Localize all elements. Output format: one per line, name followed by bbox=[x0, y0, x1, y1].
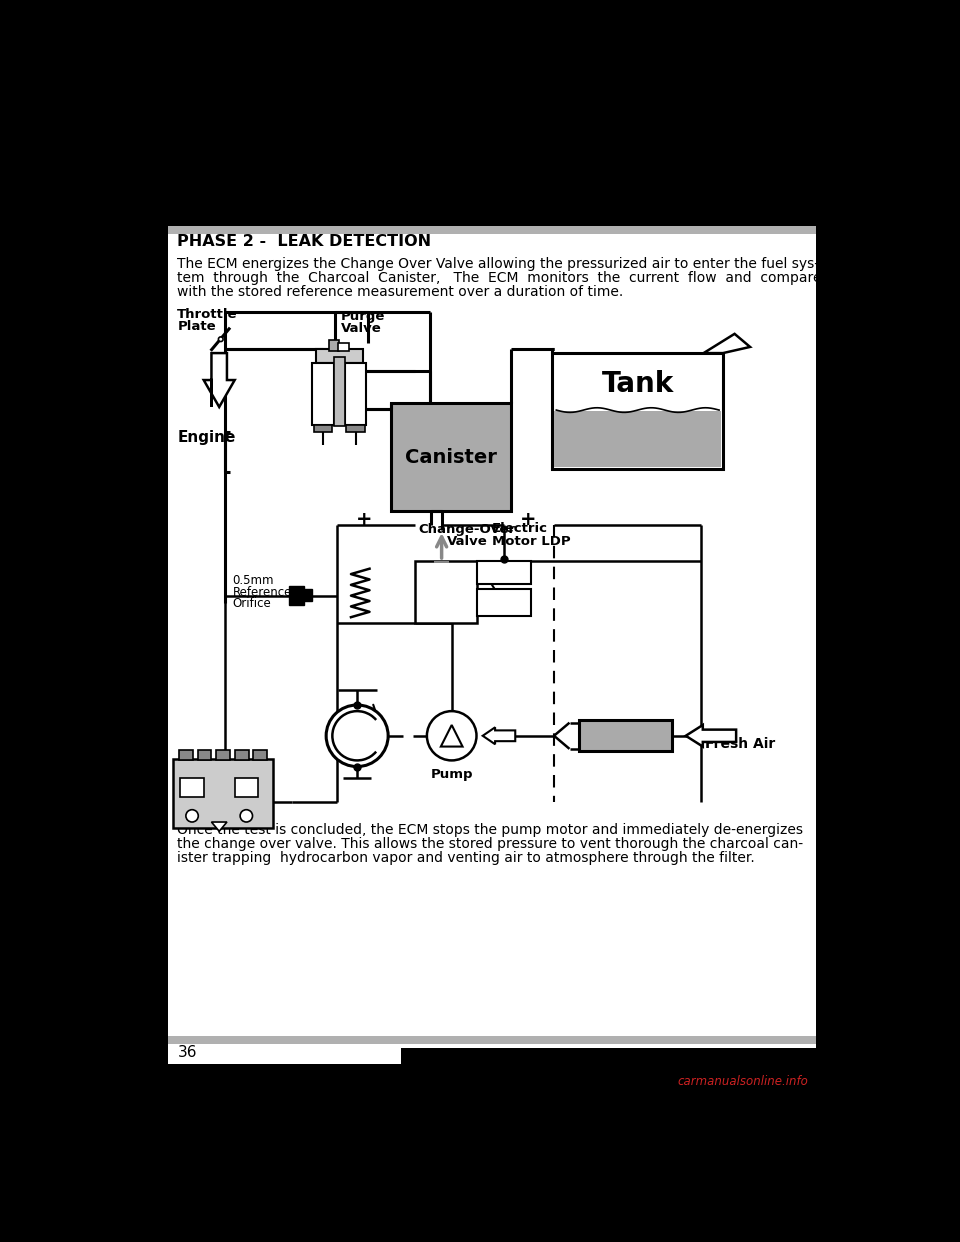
Bar bbox=[304, 589, 312, 601]
Text: the change over valve. This allows the stored pressure to vent thorough the char: the change over valve. This allows the s… bbox=[178, 837, 804, 851]
Text: with the stored reference measurement over a duration of time.: with the stored reference measurement ov… bbox=[178, 286, 624, 299]
Text: carmanualsonline.info: carmanualsonline.info bbox=[678, 1074, 808, 1088]
Bar bbox=[234, 779, 258, 797]
Text: 2: 2 bbox=[239, 750, 244, 760]
Bar bbox=[476, 561, 531, 584]
Text: Tank: Tank bbox=[602, 370, 674, 397]
Text: 4: 4 bbox=[202, 750, 207, 760]
Circle shape bbox=[186, 810, 199, 822]
Bar bbox=[345, 363, 367, 425]
Bar bbox=[415, 561, 476, 622]
Bar bbox=[180, 779, 204, 797]
Bar bbox=[312, 363, 334, 425]
Text: Canister: Canister bbox=[405, 448, 497, 467]
Bar bbox=[392, 404, 512, 510]
Text: PHASE 2 -  LEAK DETECTION: PHASE 2 - LEAK DETECTION bbox=[178, 233, 431, 250]
Bar bbox=[338, 343, 348, 350]
Text: 5: 5 bbox=[183, 750, 188, 760]
Text: 1: 1 bbox=[257, 750, 263, 760]
Circle shape bbox=[427, 712, 476, 760]
Bar bbox=[234, 750, 249, 760]
Text: Once the test is concluded, the ECM stops the pump motor and immediately de-ener: Once the test is concluded, the ECM stop… bbox=[178, 823, 804, 837]
Circle shape bbox=[326, 705, 388, 766]
Text: Motor LDP: Motor LDP bbox=[492, 535, 570, 548]
Text: Pump: Pump bbox=[430, 768, 473, 781]
Circle shape bbox=[219, 337, 223, 342]
Bar bbox=[198, 750, 211, 760]
Bar bbox=[168, 1043, 400, 1064]
Text: Orifice: Orifice bbox=[232, 597, 271, 610]
Bar bbox=[579, 720, 672, 751]
Text: 36: 36 bbox=[178, 1045, 197, 1059]
Bar bbox=[168, 226, 816, 233]
Text: The ECM energizes the Change Over Valve allowing the pressurized air to enter th: The ECM energizes the Change Over Valve … bbox=[178, 257, 820, 272]
Text: 3: 3 bbox=[221, 750, 226, 760]
Text: Purge: Purge bbox=[341, 310, 385, 323]
Polygon shape bbox=[211, 822, 227, 831]
Polygon shape bbox=[704, 334, 750, 353]
Bar bbox=[476, 590, 531, 616]
FancyArrow shape bbox=[685, 725, 736, 746]
FancyArrow shape bbox=[483, 728, 516, 744]
Text: Valve: Valve bbox=[341, 322, 382, 334]
Text: Filter: Filter bbox=[602, 728, 648, 743]
Text: CURRENT
MONITOR: CURRENT MONITOR bbox=[204, 779, 241, 797]
Bar bbox=[168, 226, 816, 1048]
Bar bbox=[347, 425, 365, 432]
Polygon shape bbox=[204, 353, 234, 407]
Text: Throttle: Throttle bbox=[178, 308, 238, 322]
Bar bbox=[289, 586, 304, 605]
Text: Engine: Engine bbox=[178, 430, 236, 445]
Text: tem  through  the  Charcoal  Canister,   The  ECM  monitors  the  current  flow : tem through the Charcoal Canister, The E… bbox=[178, 271, 847, 286]
Circle shape bbox=[240, 810, 252, 822]
Text: 0.5mm: 0.5mm bbox=[232, 574, 274, 587]
Text: Reference: Reference bbox=[232, 586, 292, 599]
Bar bbox=[292, 525, 701, 802]
Bar bbox=[168, 1036, 816, 1043]
Text: +: + bbox=[520, 509, 537, 529]
Bar bbox=[552, 353, 723, 468]
Text: +: + bbox=[356, 509, 372, 529]
Bar bbox=[173, 759, 274, 828]
Text: Electric: Electric bbox=[492, 523, 548, 535]
Bar bbox=[316, 349, 363, 363]
Text: Fresh Air: Fresh Air bbox=[705, 737, 775, 751]
Bar bbox=[314, 425, 332, 432]
Bar bbox=[329, 340, 339, 350]
Text: Plate: Plate bbox=[178, 320, 216, 333]
Bar bbox=[179, 750, 193, 760]
Text: Change-Over: Change-Over bbox=[419, 523, 516, 535]
Bar bbox=[253, 750, 267, 760]
Bar bbox=[554, 411, 721, 467]
Bar bbox=[434, 561, 449, 564]
Text: M: M bbox=[344, 727, 371, 754]
Text: Valve: Valve bbox=[446, 535, 488, 548]
Bar bbox=[216, 750, 230, 760]
Text: ister trapping  hydrocarbon vapor and venting air to atmosphere through the filt: ister trapping hydrocarbon vapor and ven… bbox=[178, 851, 756, 866]
Bar bbox=[334, 356, 345, 426]
